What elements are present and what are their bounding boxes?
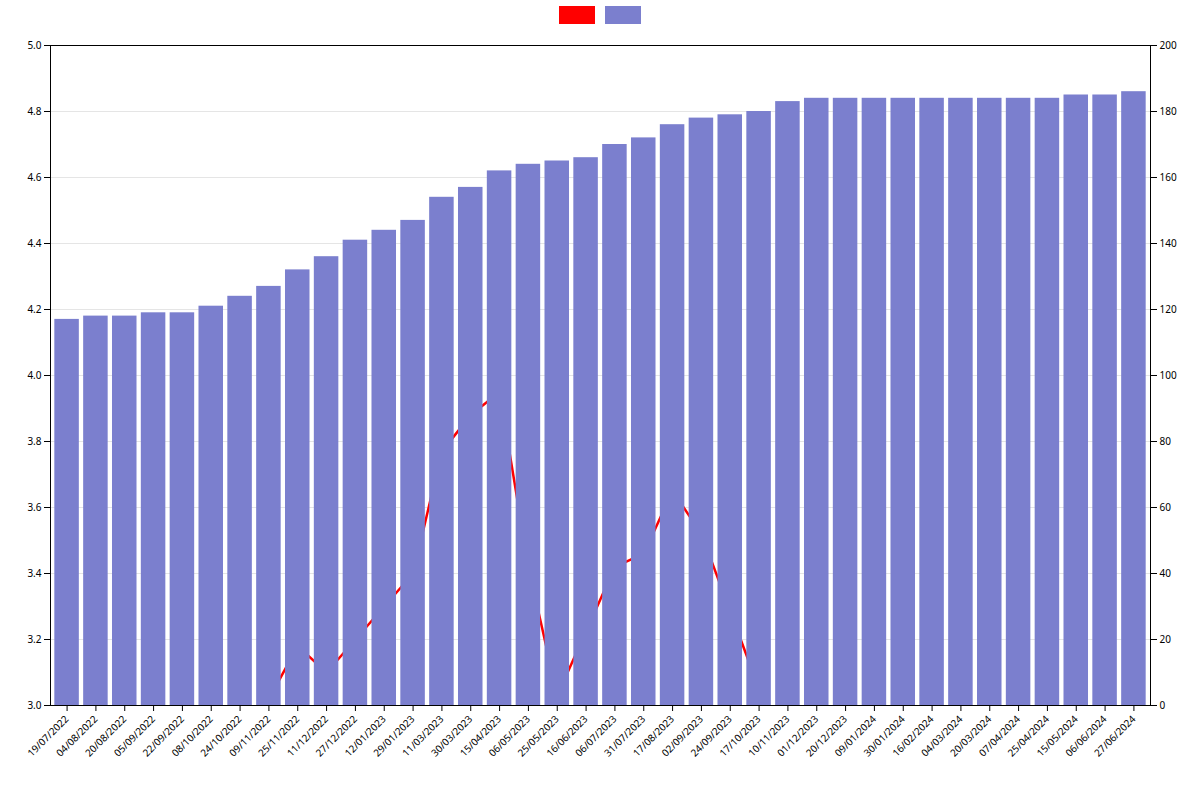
- svg-text:120: 120: [1160, 302, 1177, 316]
- svg-text:04/03/2024: 04/03/2024: [917, 711, 966, 760]
- svg-text:24/10/2022: 24/10/2022: [196, 711, 245, 760]
- svg-text:06/05/2023: 06/05/2023: [485, 711, 533, 760]
- svg-text:4.8: 4.8: [27, 104, 41, 118]
- svg-text:4.2: 4.2: [27, 302, 41, 316]
- svg-text:19/07/2022: 19/07/2022: [23, 711, 72, 760]
- svg-text:180: 180: [1160, 104, 1177, 118]
- svg-text:11/03/2023: 11/03/2023: [398, 711, 447, 760]
- svg-text:15/04/2023: 15/04/2023: [456, 711, 504, 760]
- svg-text:80: 80: [1160, 434, 1172, 448]
- svg-text:30/01/2024: 30/01/2024: [860, 711, 908, 760]
- svg-text:4.0: 4.0: [27, 368, 41, 382]
- svg-text:20/12/2023: 20/12/2023: [802, 711, 850, 760]
- svg-text:09/11/2022: 09/11/2022: [225, 711, 274, 760]
- svg-text:10/11/2023: 10/11/2023: [744, 711, 793, 760]
- svg-text:07/04/2024: 07/04/2024: [975, 711, 1023, 760]
- svg-text:04/08/2022: 04/08/2022: [52, 711, 101, 760]
- svg-text:01/12/2023: 01/12/2023: [773, 711, 822, 760]
- svg-text:15/05/2024: 15/05/2024: [1033, 711, 1081, 760]
- svg-text:40: 40: [1160, 566, 1172, 580]
- svg-text:27/06/2024: 27/06/2024: [1091, 712, 1139, 760]
- svg-text:27/12/2022: 27/12/2022: [312, 711, 360, 760]
- svg-text:200: 200: [1160, 38, 1177, 52]
- svg-text:4.4: 4.4: [27, 236, 41, 250]
- svg-text:08/10/2022: 08/10/2022: [168, 711, 216, 760]
- svg-text:16/06/2023: 16/06/2023: [542, 711, 591, 760]
- svg-text:17/10/2023: 17/10/2023: [715, 711, 764, 760]
- svg-text:3.4: 3.4: [27, 566, 41, 580]
- svg-text:140: 140: [1160, 236, 1177, 250]
- svg-text:09/01/2024: 09/01/2024: [831, 711, 879, 760]
- svg-text:4.6: 4.6: [27, 170, 41, 184]
- svg-text:3.6: 3.6: [27, 500, 41, 514]
- svg-text:25/05/2023: 25/05/2023: [514, 711, 562, 760]
- svg-text:22/09/2022: 22/09/2022: [139, 711, 187, 760]
- svg-text:3.8: 3.8: [27, 434, 41, 448]
- svg-text:31/07/2023: 31/07/2023: [600, 711, 649, 760]
- svg-text:25/11/2022: 25/11/2022: [254, 711, 303, 760]
- svg-text:11/12/2022: 11/12/2022: [283, 711, 331, 760]
- svg-text:0: 0: [1160, 698, 1166, 712]
- svg-text:30/03/2023: 30/03/2023: [427, 711, 476, 760]
- svg-text:20: 20: [1160, 632, 1172, 646]
- svg-text:17/08/2023: 17/08/2023: [629, 711, 677, 760]
- svg-text:25/04/2024: 25/04/2024: [1004, 711, 1052, 760]
- svg-text:29/01/2023: 29/01/2023: [369, 711, 418, 760]
- svg-text:02/09/2023: 02/09/2023: [658, 711, 706, 760]
- svg-text:24/09/2023: 24/09/2023: [687, 711, 735, 760]
- svg-text:20/03/2024: 20/03/2024: [946, 711, 995, 760]
- svg-text:06/06/2024: 06/06/2024: [1062, 711, 1110, 760]
- svg-text:20/08/2022: 20/08/2022: [81, 711, 130, 760]
- svg-text:60: 60: [1160, 500, 1172, 514]
- svg-text:06/07/2023: 06/07/2023: [571, 711, 620, 760]
- svg-text:05/09/2022: 05/09/2022: [110, 711, 158, 760]
- svg-text:3.0: 3.0: [27, 698, 41, 712]
- svg-text:100: 100: [1160, 368, 1177, 382]
- svg-text:12/01/2023: 12/01/2023: [341, 711, 389, 760]
- svg-text:160: 160: [1160, 170, 1177, 184]
- svg-text:16/02/2024: 16/02/2024: [889, 711, 937, 760]
- svg-text:5.0: 5.0: [27, 38, 41, 52]
- svg-text:3.2: 3.2: [27, 632, 41, 646]
